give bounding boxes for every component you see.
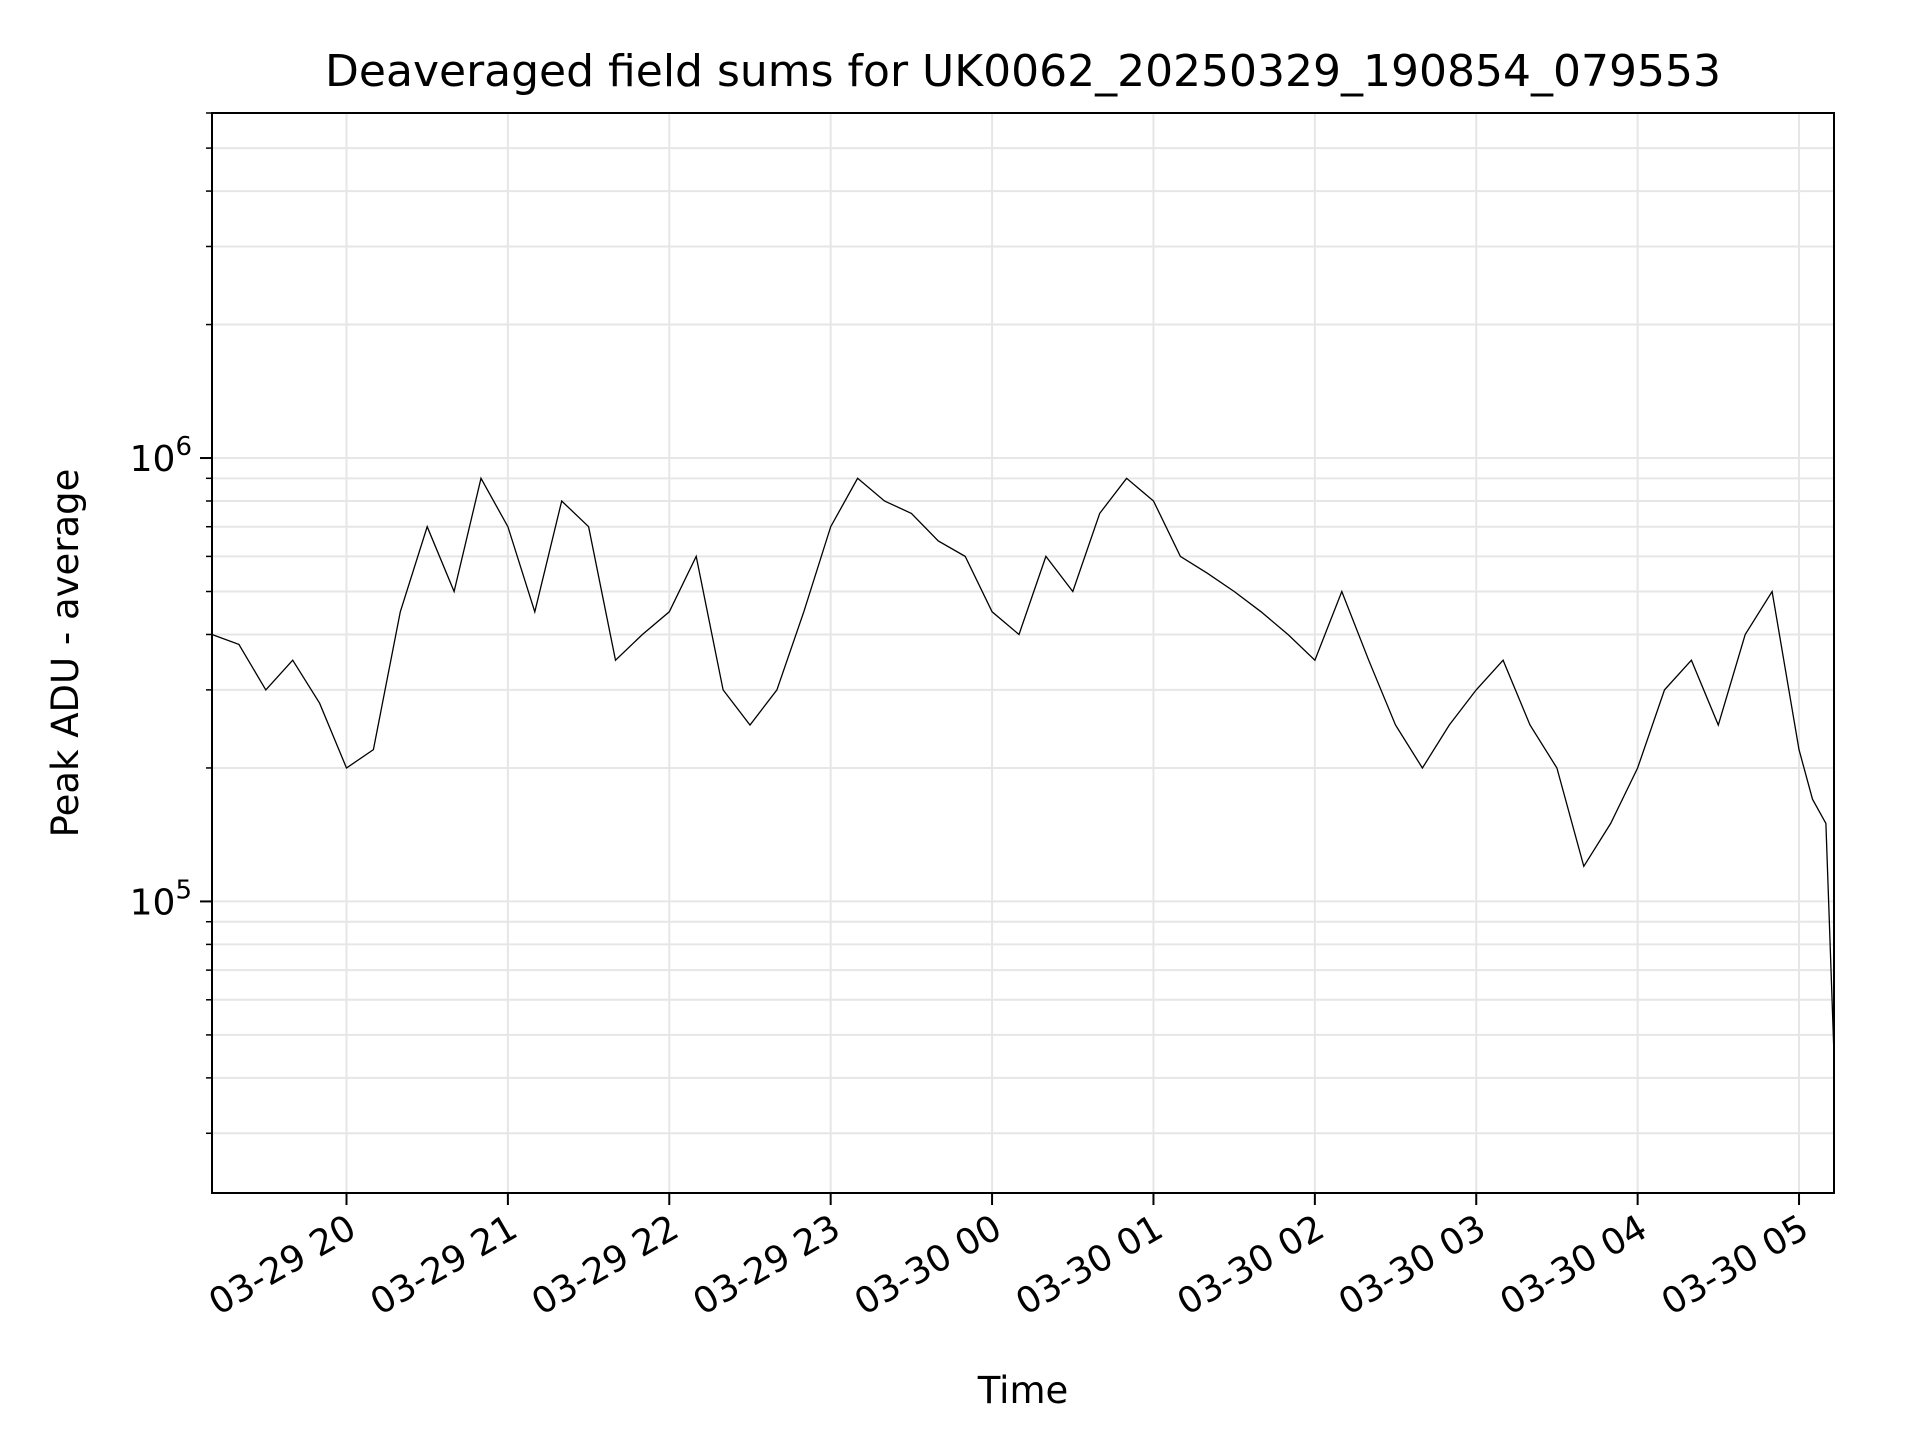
series-layer bbox=[211, 476, 1835, 1056]
y-tick-label: 105 bbox=[130, 875, 192, 923]
grid bbox=[212, 112, 1834, 1193]
y-tick-label: 106 bbox=[130, 432, 192, 480]
y-axis-label: Peak ADU - average bbox=[44, 469, 87, 838]
chart-title: Deaveraged field sums for UK0062_2025032… bbox=[325, 46, 1721, 97]
y-axis-ticks: 105 106 bbox=[130, 112, 212, 1135]
series-line bbox=[211, 476, 1835, 1056]
x-axis-label: Time bbox=[977, 1369, 1069, 1412]
plot-frame bbox=[211, 112, 1835, 1194]
